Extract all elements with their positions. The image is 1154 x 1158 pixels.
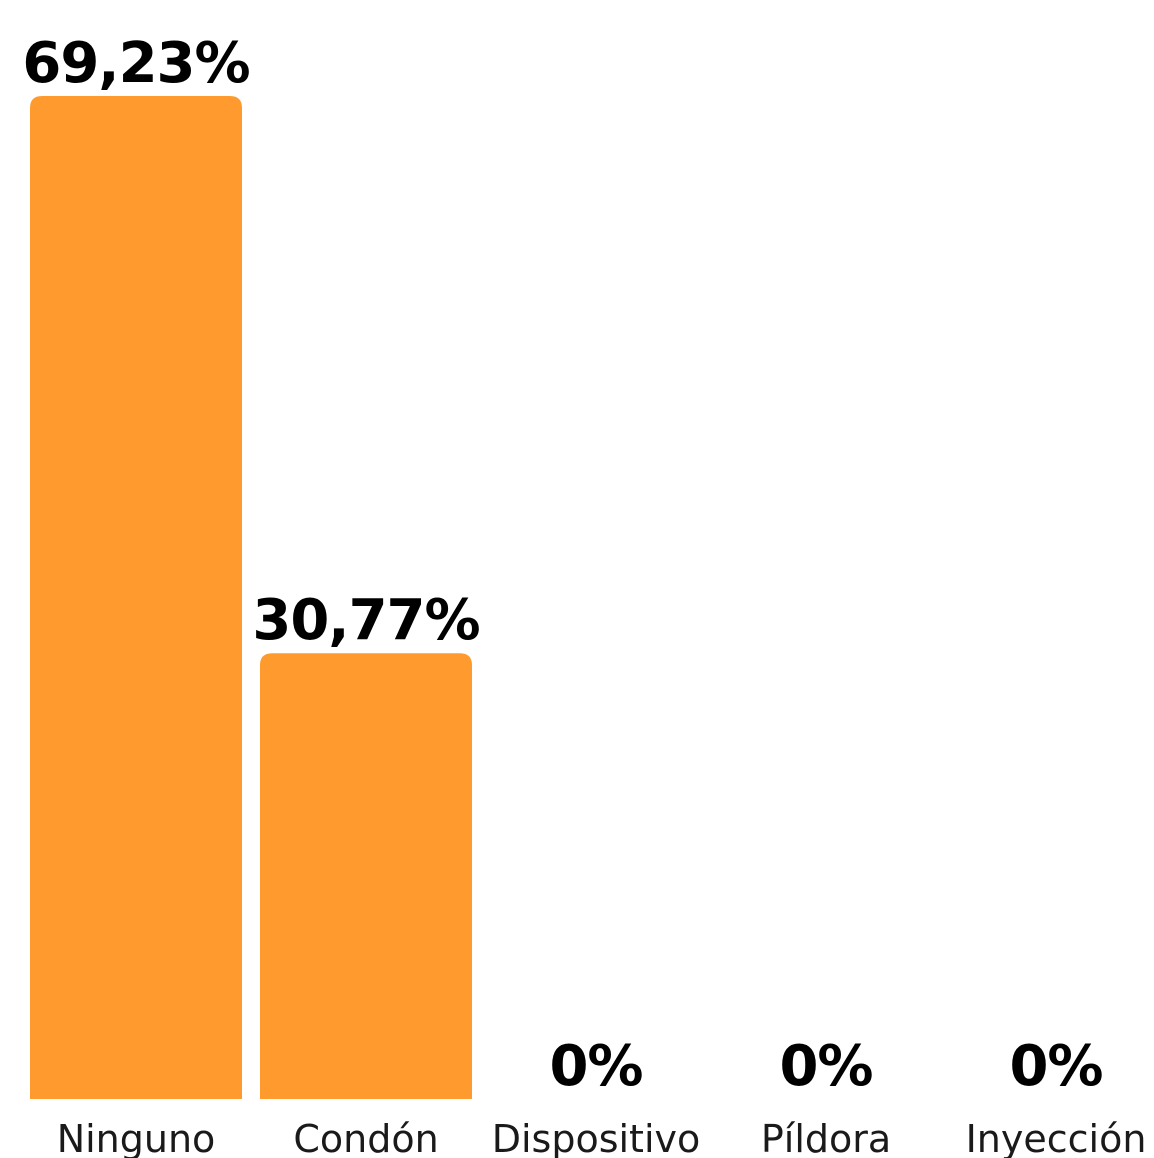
bar-condon bbox=[260, 653, 472, 1099]
category-label-dispositivo: Dispositivo bbox=[492, 1117, 701, 1158]
value-label-inyeccion: 0% bbox=[1009, 1034, 1102, 1099]
category-label-pildora: Píldora bbox=[761, 1117, 891, 1158]
value-label-pildora: 0% bbox=[779, 1034, 872, 1099]
category-label-ninguno: Ninguno bbox=[57, 1117, 216, 1158]
category-label-condon: Condón bbox=[293, 1117, 438, 1158]
category-label-inyeccion: Inyección bbox=[966, 1117, 1147, 1158]
value-label-dispositivo: 0% bbox=[549, 1034, 642, 1099]
value-label-condon: 30,77% bbox=[252, 588, 479, 653]
category-labels-group: Ninguno Condón Dispositivo Píldora Inyección bbox=[57, 1117, 1147, 1158]
bar-ninguno bbox=[30, 96, 242, 1099]
value-labels-group: 69,23% 30,77% 0% 0% 0% bbox=[22, 31, 1103, 1099]
bars-group bbox=[30, 96, 472, 1099]
value-label-ninguno: 69,23% bbox=[22, 31, 249, 96]
